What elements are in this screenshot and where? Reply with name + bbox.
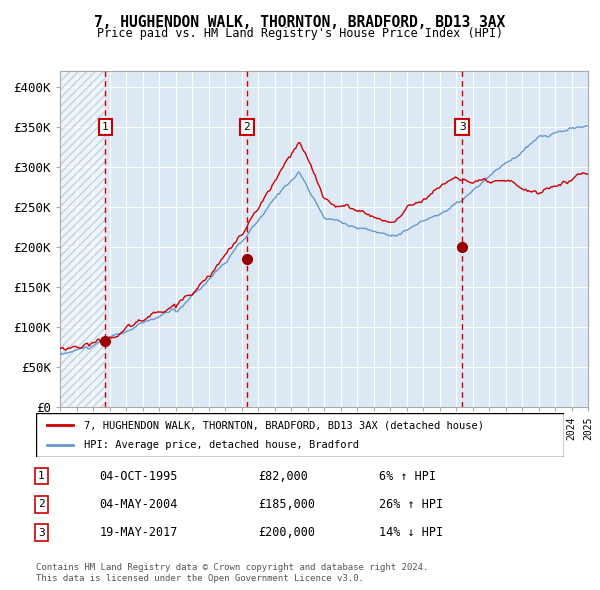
FancyBboxPatch shape bbox=[36, 413, 564, 457]
Text: Contains HM Land Registry data © Crown copyright and database right 2024.
This d: Contains HM Land Registry data © Crown c… bbox=[36, 563, 428, 583]
Text: £82,000: £82,000 bbox=[258, 470, 308, 483]
Text: 3: 3 bbox=[38, 528, 44, 537]
Text: 1: 1 bbox=[102, 122, 109, 132]
Text: 19-MAY-2017: 19-MAY-2017 bbox=[100, 526, 178, 539]
Text: 04-MAY-2004: 04-MAY-2004 bbox=[100, 498, 178, 511]
Text: 04-OCT-1995: 04-OCT-1995 bbox=[100, 470, 178, 483]
Text: 6% ↑ HPI: 6% ↑ HPI bbox=[379, 470, 436, 483]
Text: Price paid vs. HM Land Registry's House Price Index (HPI): Price paid vs. HM Land Registry's House … bbox=[97, 27, 503, 40]
Text: 2: 2 bbox=[244, 122, 250, 132]
Bar bbox=[60, 71, 106, 407]
Bar bbox=[60, 71, 106, 407]
Text: 7, HUGHENDON WALK, THORNTON, BRADFORD, BD13 3AX: 7, HUGHENDON WALK, THORNTON, BRADFORD, B… bbox=[94, 15, 506, 30]
Text: HPI: Average price, detached house, Bradford: HPI: Average price, detached house, Brad… bbox=[83, 440, 359, 450]
Text: £200,000: £200,000 bbox=[258, 526, 315, 539]
Text: 7, HUGHENDON WALK, THORNTON, BRADFORD, BD13 3AX (detached house): 7, HUGHENDON WALK, THORNTON, BRADFORD, B… bbox=[83, 421, 484, 430]
Text: £185,000: £185,000 bbox=[258, 498, 315, 511]
Text: 2: 2 bbox=[38, 500, 44, 509]
Text: 1: 1 bbox=[38, 471, 44, 481]
Text: 3: 3 bbox=[459, 122, 466, 132]
Text: 26% ↑ HPI: 26% ↑ HPI bbox=[379, 498, 443, 511]
Text: 14% ↓ HPI: 14% ↓ HPI bbox=[379, 526, 443, 539]
